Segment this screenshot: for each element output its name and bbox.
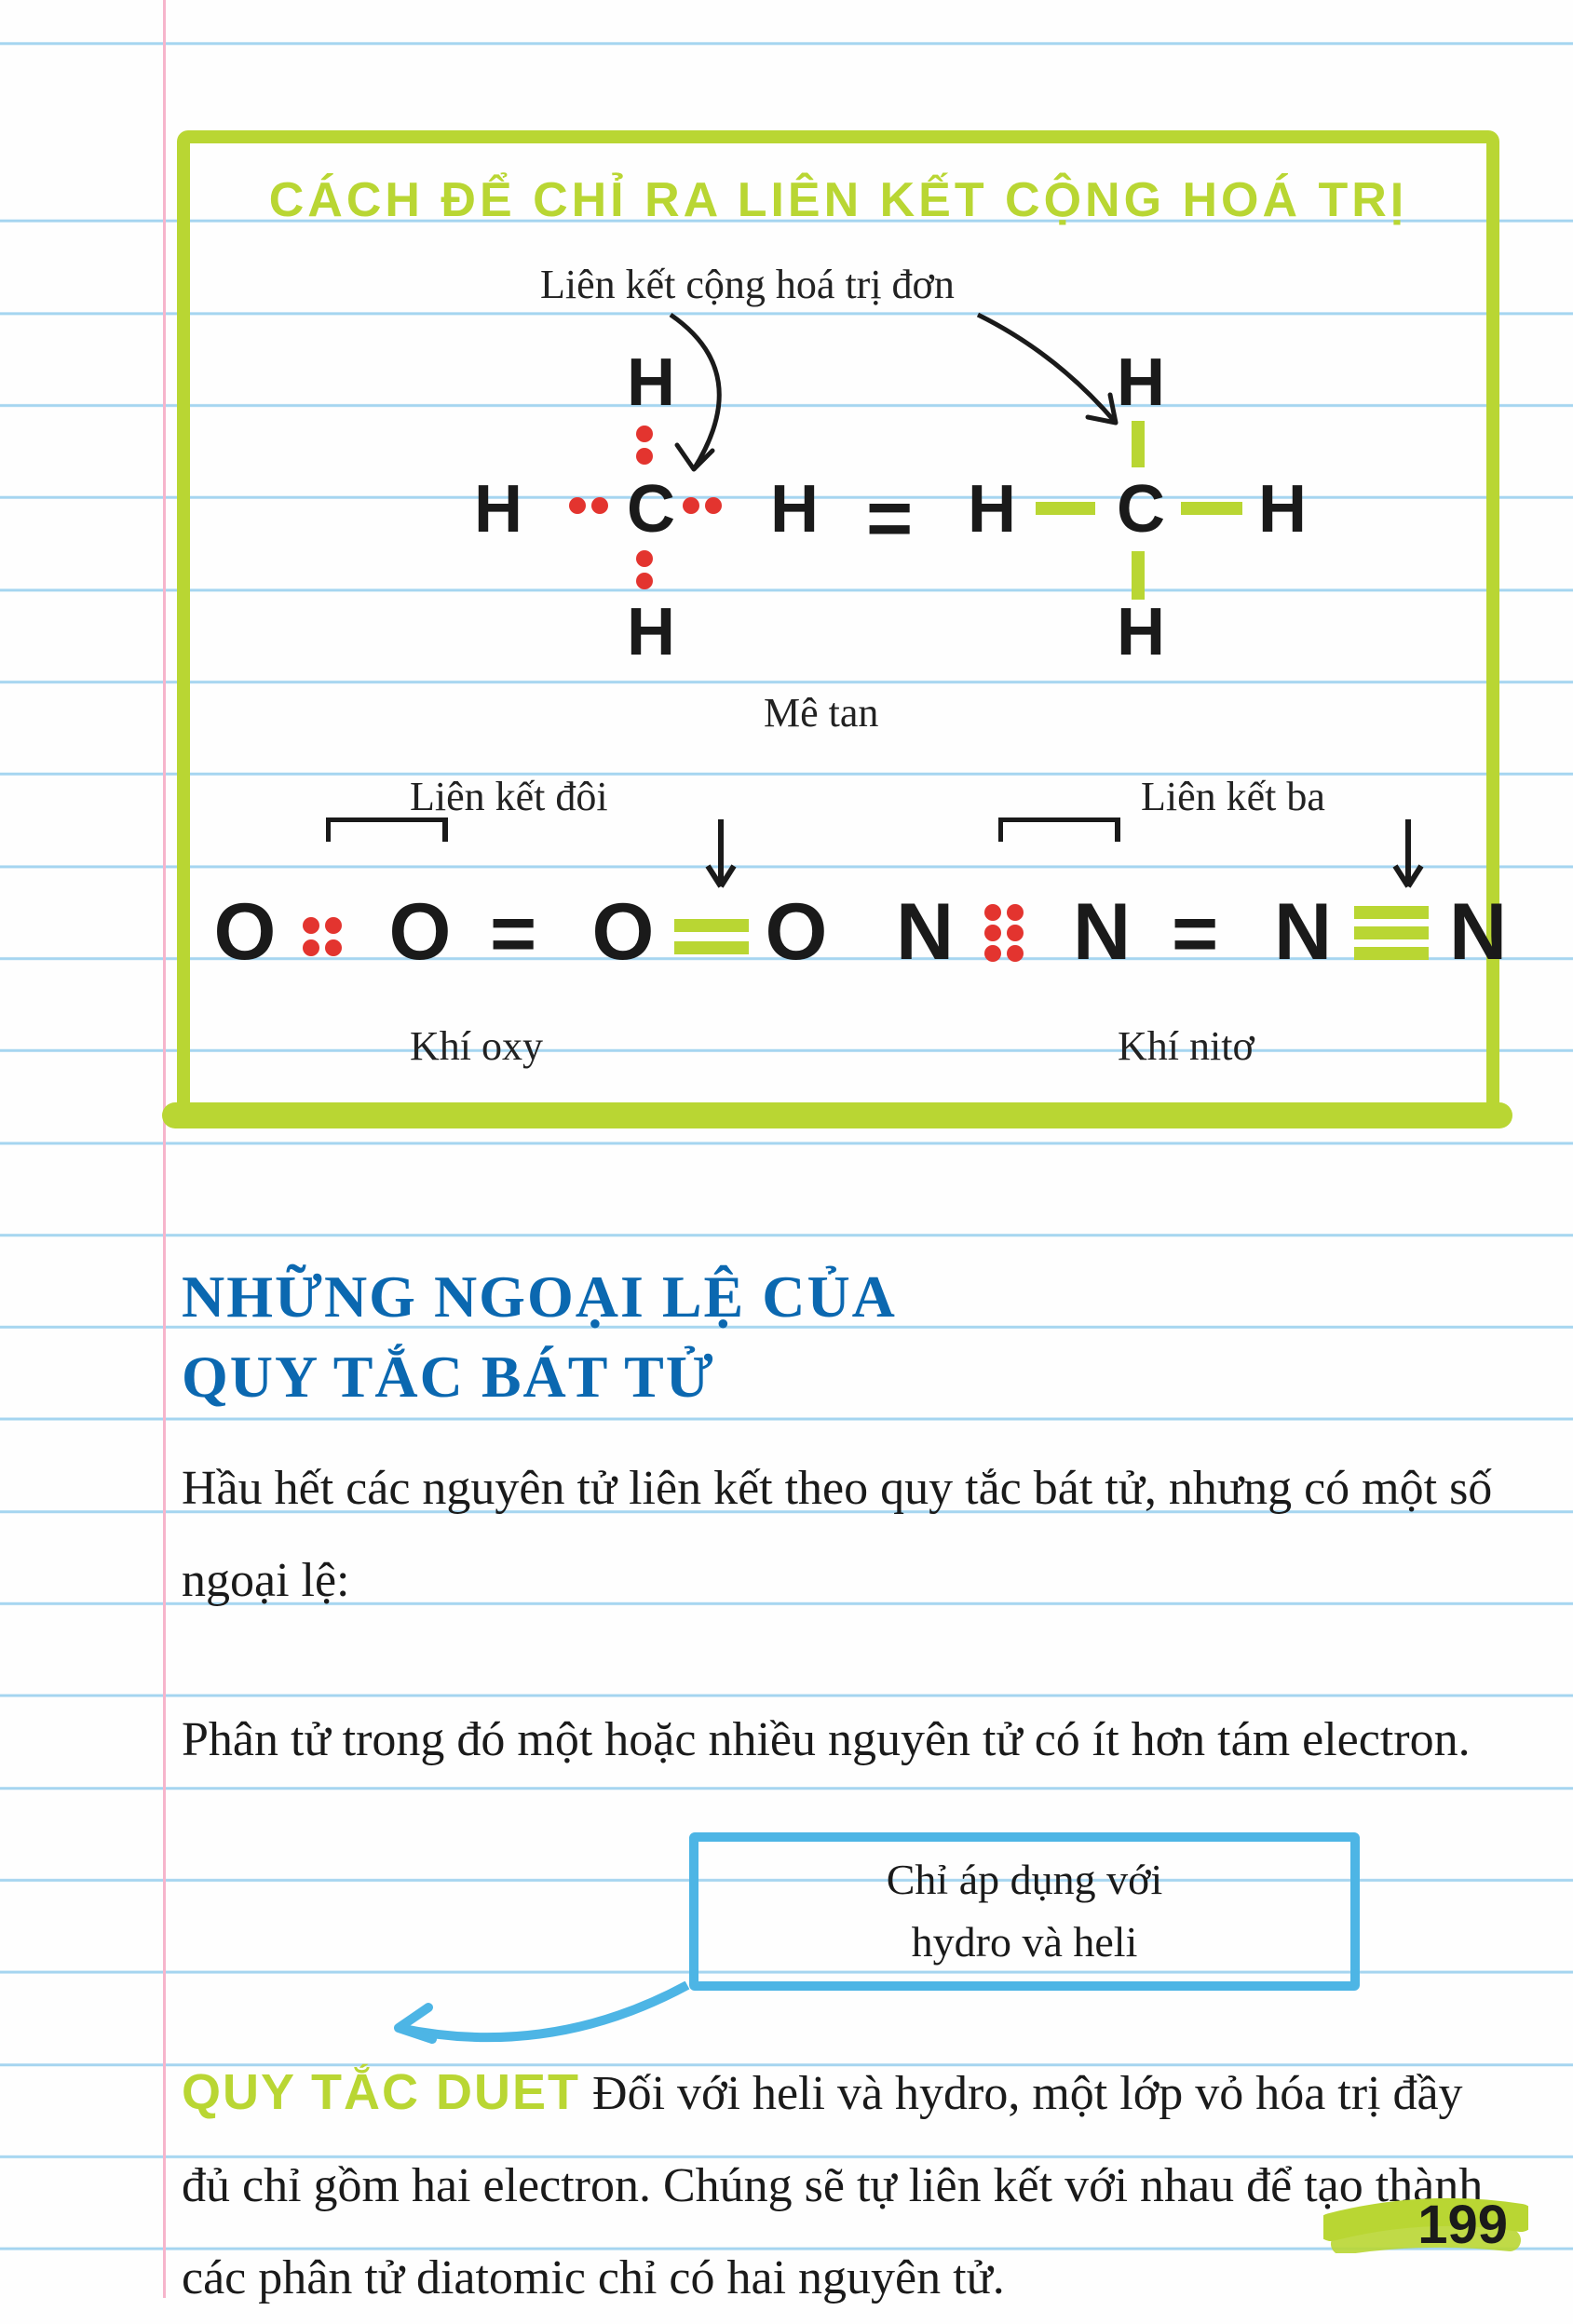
box-bottom-highlight [162, 1102, 1512, 1128]
duet-paragraph: QUY TẮC DUET Đối với heli và hydro, một … [182, 2045, 1504, 2324]
callout-line-1: Chỉ áp dụng với [887, 1849, 1162, 1912]
equals: = [490, 888, 536, 980]
atom-n: N [1062, 886, 1142, 979]
callout-box: Chỉ áp dụng với hydro và heli [689, 1832, 1360, 1991]
atom-n: N [1263, 886, 1343, 979]
atom-n: N [1438, 886, 1518, 979]
page-number: 199 [1417, 2194, 1508, 2256]
lewis-dots-n2 [970, 896, 1064, 970]
section-heading: NHỮNG NGOẠI LỆ CỦA QUY TẮC BÁT TỬ [182, 1257, 897, 1418]
paragraph-1: Hầu hết các nguyên tử liên kết theo quy … [182, 1443, 1504, 1628]
atom-o: O [756, 886, 836, 979]
arrow-to-line-bond [941, 298, 1146, 503]
atom-h: H [466, 471, 531, 547]
triple-bond-lines-n2 [1349, 896, 1442, 970]
atom-o: O [205, 886, 285, 979]
label-methane: Mê tan [764, 689, 878, 736]
label-triple-bond: Liên kết ba [1141, 773, 1325, 820]
atom-o: O [380, 886, 460, 979]
label-oxygen: Khí oxy [410, 1022, 543, 1070]
atom-h: H [618, 594, 684, 670]
lewis-dots-o2 [289, 903, 382, 968]
equals: = [866, 473, 913, 565]
paragraph-2: Phân tử trong đó một hoặc nhiều nguyên t… [182, 1695, 1504, 1787]
heading-line2: QUY TẮC BÁT TỬ [182, 1344, 715, 1410]
heading-line1: NHỮNG NGOẠI LỆ CỦA [182, 1263, 897, 1330]
equals: = [1172, 888, 1218, 980]
margin-line [163, 0, 166, 2298]
double-bond-lines-o2 [669, 903, 762, 968]
label-nitrogen: Khí nitơ [1118, 1022, 1254, 1070]
callout-line-2: hydro và heli [912, 1912, 1138, 1974]
label-double-bond: Liên kết đôi [410, 773, 608, 820]
duet-rule-title: QUY TẮC DUET [182, 2064, 580, 2120]
atom-o: O [583, 886, 663, 979]
box-title: CÁCH ĐỂ CHỈ RA LIÊN KẾT CỘNG HOÁ TRỊ [251, 172, 1425, 228]
atom-n: N [885, 886, 965, 979]
arrow-to-dot-bond [596, 298, 801, 503]
